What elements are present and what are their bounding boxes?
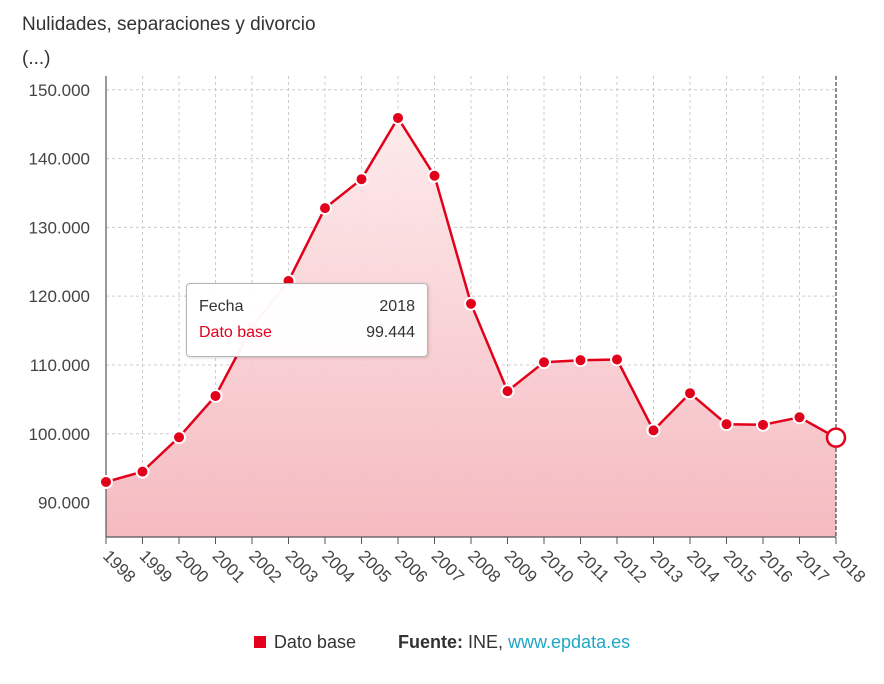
x-tick-label: 2007: [428, 546, 468, 586]
data-point[interactable]: [500, 384, 515, 399]
y-tick-label: 120.000: [29, 287, 90, 306]
x-tick-label: 2010: [537, 546, 577, 586]
y-axis-ticks: 90.000 100.000 110.000 120.000 130.000 140.00…: [29, 81, 90, 513]
x-tick-label: 2002: [245, 546, 285, 586]
tooltip-label-date: Fecha: [199, 298, 244, 315]
data-point[interactable]: [683, 386, 697, 401]
source-label: Fuente:: [397, 632, 463, 652]
x-tick-label: 2009: [501, 546, 541, 586]
source-link[interactable]: www.epdata.es: [508, 632, 631, 652]
x-tick-label: 1998: [99, 546, 139, 586]
legend-label[interactable]: Dato base: [273, 632, 356, 652]
x-tick-label: 2013: [647, 546, 687, 586]
y-tick-label: 130.000: [29, 218, 90, 237]
legend-swatch: [253, 636, 266, 648]
data-point[interactable]: [135, 464, 150, 479]
y-tick-label: 90.000: [38, 494, 90, 513]
tooltip-value-date: 2018: [379, 298, 415, 315]
data-point[interactable]: [825, 427, 847, 448]
data-point[interactable]: [391, 110, 405, 125]
data-point[interactable]: [646, 423, 661, 438]
data-point[interactable]: [792, 410, 807, 425]
data-point[interactable]: [354, 172, 369, 187]
chart-title: Nulidades, separaciones y divorcio (...): [22, 14, 316, 69]
data-point[interactable]: [573, 353, 588, 368]
data-point[interactable]: [719, 417, 734, 432]
data-point[interactable]: [99, 474, 113, 489]
x-tick-label: 2011: [574, 546, 613, 585]
y-tick-label: 110.000: [30, 356, 90, 375]
y-tick-label: 140.000: [29, 150, 90, 169]
tooltip: Fecha 2018 Dato base 99.444: [186, 283, 428, 357]
tooltip-label-series: Dato base: [199, 324, 272, 341]
data-point[interactable]: [318, 201, 332, 216]
y-tick-label: 100.000: [29, 425, 90, 444]
x-tick-label: 2008: [464, 546, 504, 586]
x-tick-label: 2017: [793, 546, 833, 586]
data-point[interactable]: [172, 430, 186, 445]
x-tick-label: 2014: [683, 546, 723, 586]
source-text: INE,: [467, 632, 503, 652]
data-point[interactable]: [464, 296, 478, 311]
data-point[interactable]: [208, 388, 223, 403]
x-tick-label: 2003: [282, 546, 322, 586]
y-tick-label: 150.000: [29, 81, 90, 100]
x-tick-label: 1999: [136, 546, 176, 586]
x-axis-ticks: 1998199920002001200220032004200520062007…: [99, 546, 869, 586]
x-tick-label: 2005: [355, 546, 395, 586]
data-point[interactable]: [427, 168, 442, 183]
x-tick-label: 2012: [610, 546, 650, 586]
data-point[interactable]: [537, 355, 551, 370]
footer: Dato base Fuente: INE, www.epdata.es: [0, 632, 884, 653]
x-tick-label: 2016: [756, 546, 796, 586]
x-tick-label: 2000: [172, 546, 212, 586]
data-point[interactable]: [756, 417, 770, 432]
tooltip-value-series: 99.444: [366, 324, 415, 341]
x-tick-label: 2015: [720, 546, 760, 586]
x-tick-label: 2006: [391, 546, 431, 586]
axis-layer: [105, 76, 837, 544]
x-tick-label: 2001: [209, 546, 249, 586]
x-tick-label: 2018: [829, 546, 869, 586]
x-tick-label: 2004: [318, 546, 358, 586]
data-point[interactable]: [610, 352, 624, 367]
